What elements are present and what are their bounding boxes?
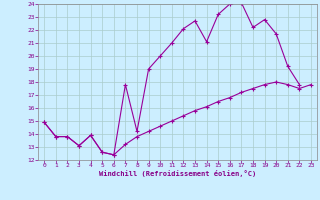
X-axis label: Windchill (Refroidissement éolien,°C): Windchill (Refroidissement éolien,°C): [99, 170, 256, 177]
